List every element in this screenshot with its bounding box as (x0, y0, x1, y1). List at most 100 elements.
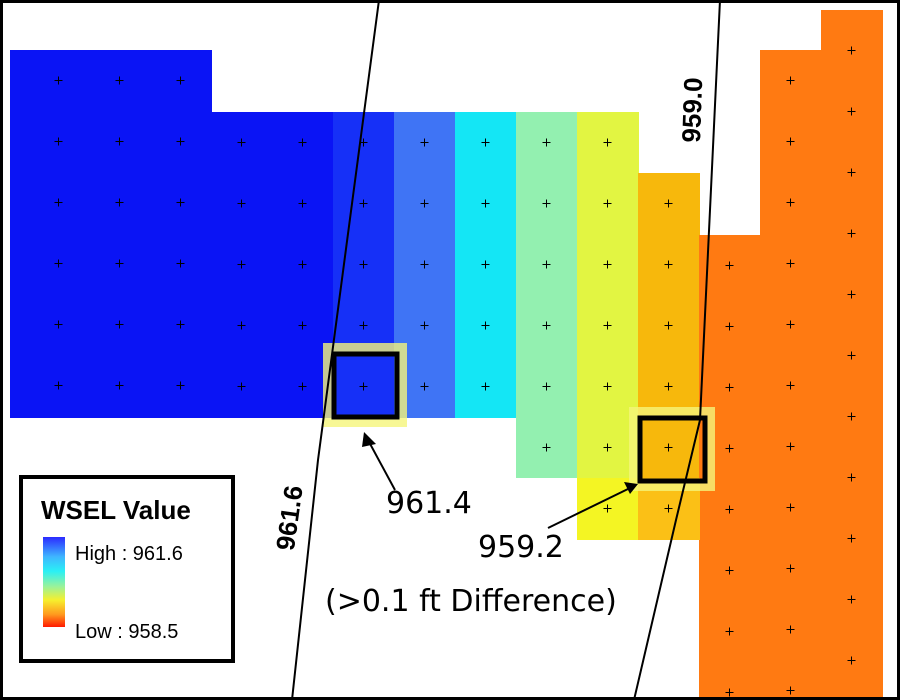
cell-center-plus (176, 137, 185, 146)
cell-center-plus (420, 321, 429, 330)
cell-center-plus (664, 504, 673, 513)
cell-center-plus (176, 198, 185, 207)
cell-center-plus (298, 382, 307, 391)
cell-center-plus (298, 199, 307, 208)
annotation-961-4: 961.4 (386, 486, 472, 521)
grid-column-8 (516, 112, 578, 478)
cell-center-plus (542, 260, 551, 269)
cell-center-plus (481, 382, 490, 391)
legend: WSEL Value High : 961.6 Low : 958.5 (19, 475, 235, 663)
cell-center-plus (115, 320, 124, 329)
cell-center-plus (603, 504, 612, 513)
cell-center-plus (115, 198, 124, 207)
cell-center-plus (603, 199, 612, 208)
cell-center-plus (54, 381, 63, 390)
cell-center-plus (176, 320, 185, 329)
cell-center-plus (603, 260, 612, 269)
annotation-difference: (>0.1 ft Difference) (325, 584, 617, 619)
cell-center-plus (481, 138, 490, 147)
cell-center-plus (237, 260, 246, 269)
contour-line-959-0 (633, 0, 721, 700)
cell-center-plus (786, 137, 795, 146)
cell-center-plus (542, 138, 551, 147)
cell-center-plus (115, 76, 124, 85)
legend-high-label: High : 961.6 (75, 543, 183, 565)
cell-center-plus (847, 473, 856, 482)
cell-center-plus (847, 351, 856, 360)
cell-center-plus (725, 261, 734, 270)
cell-center-plus (725, 444, 734, 453)
cell-center-plus (542, 382, 551, 391)
legend-color-ramp (43, 537, 65, 627)
cell-center-plus (664, 199, 673, 208)
cell-center-plus (420, 382, 429, 391)
legend-low-label: Low : 958.5 (75, 621, 179, 643)
highlight-cell-959-2[interactable] (637, 415, 708, 484)
cell-center-plus (54, 320, 63, 329)
cell-center-plus (359, 260, 368, 269)
cell-center-plus (237, 321, 246, 330)
cell-center-plus (725, 566, 734, 575)
cell-center-plus (603, 382, 612, 391)
cell-center-plus (847, 595, 856, 604)
cell-center-plus (786, 564, 795, 573)
cell-center-plus (786, 320, 795, 329)
cell-center-plus (847, 412, 856, 421)
cell-center-plus (786, 625, 795, 634)
highlight-cell-959-2-glow (629, 407, 715, 491)
cell-center-plus (786, 381, 795, 390)
cell-center-plus (420, 199, 429, 208)
cell-center-plus (786, 442, 795, 451)
arrow-961-4 (367, 439, 396, 491)
cell-center-plus (725, 322, 734, 331)
cell-center-plus (54, 198, 63, 207)
contour-label-959-0: 959.0 (676, 76, 709, 144)
annotation-959-2: 959.2 (478, 530, 564, 565)
cell-center-plus (664, 382, 673, 391)
cell-center-plus (481, 260, 490, 269)
cell-center-plus (847, 46, 856, 55)
cell-center-plus (603, 138, 612, 147)
cell-center-plus (786, 503, 795, 512)
cell-center-plus (420, 138, 429, 147)
cell-center-plus (847, 534, 856, 543)
grid-column-2 (150, 50, 212, 418)
cell-center-plus (237, 382, 246, 391)
cell-center-plus (664, 443, 673, 452)
cell-center-plus (115, 137, 124, 146)
grid-column-12 (760, 50, 822, 700)
cell-center-plus (359, 199, 368, 208)
cell-center-markers (54, 46, 856, 697)
grid-column-0 (28, 50, 90, 418)
cell-center-plus (786, 686, 795, 695)
cell-center-plus (420, 260, 429, 269)
cell-center-plus (237, 138, 246, 147)
cell-center-plus (725, 505, 734, 514)
cell-center-plus (115, 381, 124, 390)
cell-center-plus (847, 229, 856, 238)
cell-center-plus (786, 198, 795, 207)
grid-cells (10, 10, 883, 700)
cell-center-plus (298, 138, 307, 147)
arrow-959-2 (547, 487, 631, 529)
contour-line-961-6 (291, 0, 380, 700)
cell-center-plus (603, 321, 612, 330)
cell-center-plus (786, 259, 795, 268)
cell-center-plus (542, 443, 551, 452)
cell-center-plus (176, 381, 185, 390)
cell-center-plus (298, 260, 307, 269)
cell-center-plus (176, 76, 185, 85)
grid-column-1 (89, 50, 151, 418)
cell-center-plus (725, 383, 734, 392)
cell-center-plus (237, 199, 246, 208)
cell-center-plus (54, 259, 63, 268)
highlight-cell-961-4[interactable] (331, 351, 400, 420)
arrowhead-959-2 (624, 482, 638, 494)
cell-center-plus (542, 321, 551, 330)
cell-center-plus (359, 321, 368, 330)
cell-center-plus (786, 76, 795, 85)
cell-center-plus (542, 199, 551, 208)
arrowhead-961-4 (362, 432, 376, 447)
cell-center-plus (481, 199, 490, 208)
